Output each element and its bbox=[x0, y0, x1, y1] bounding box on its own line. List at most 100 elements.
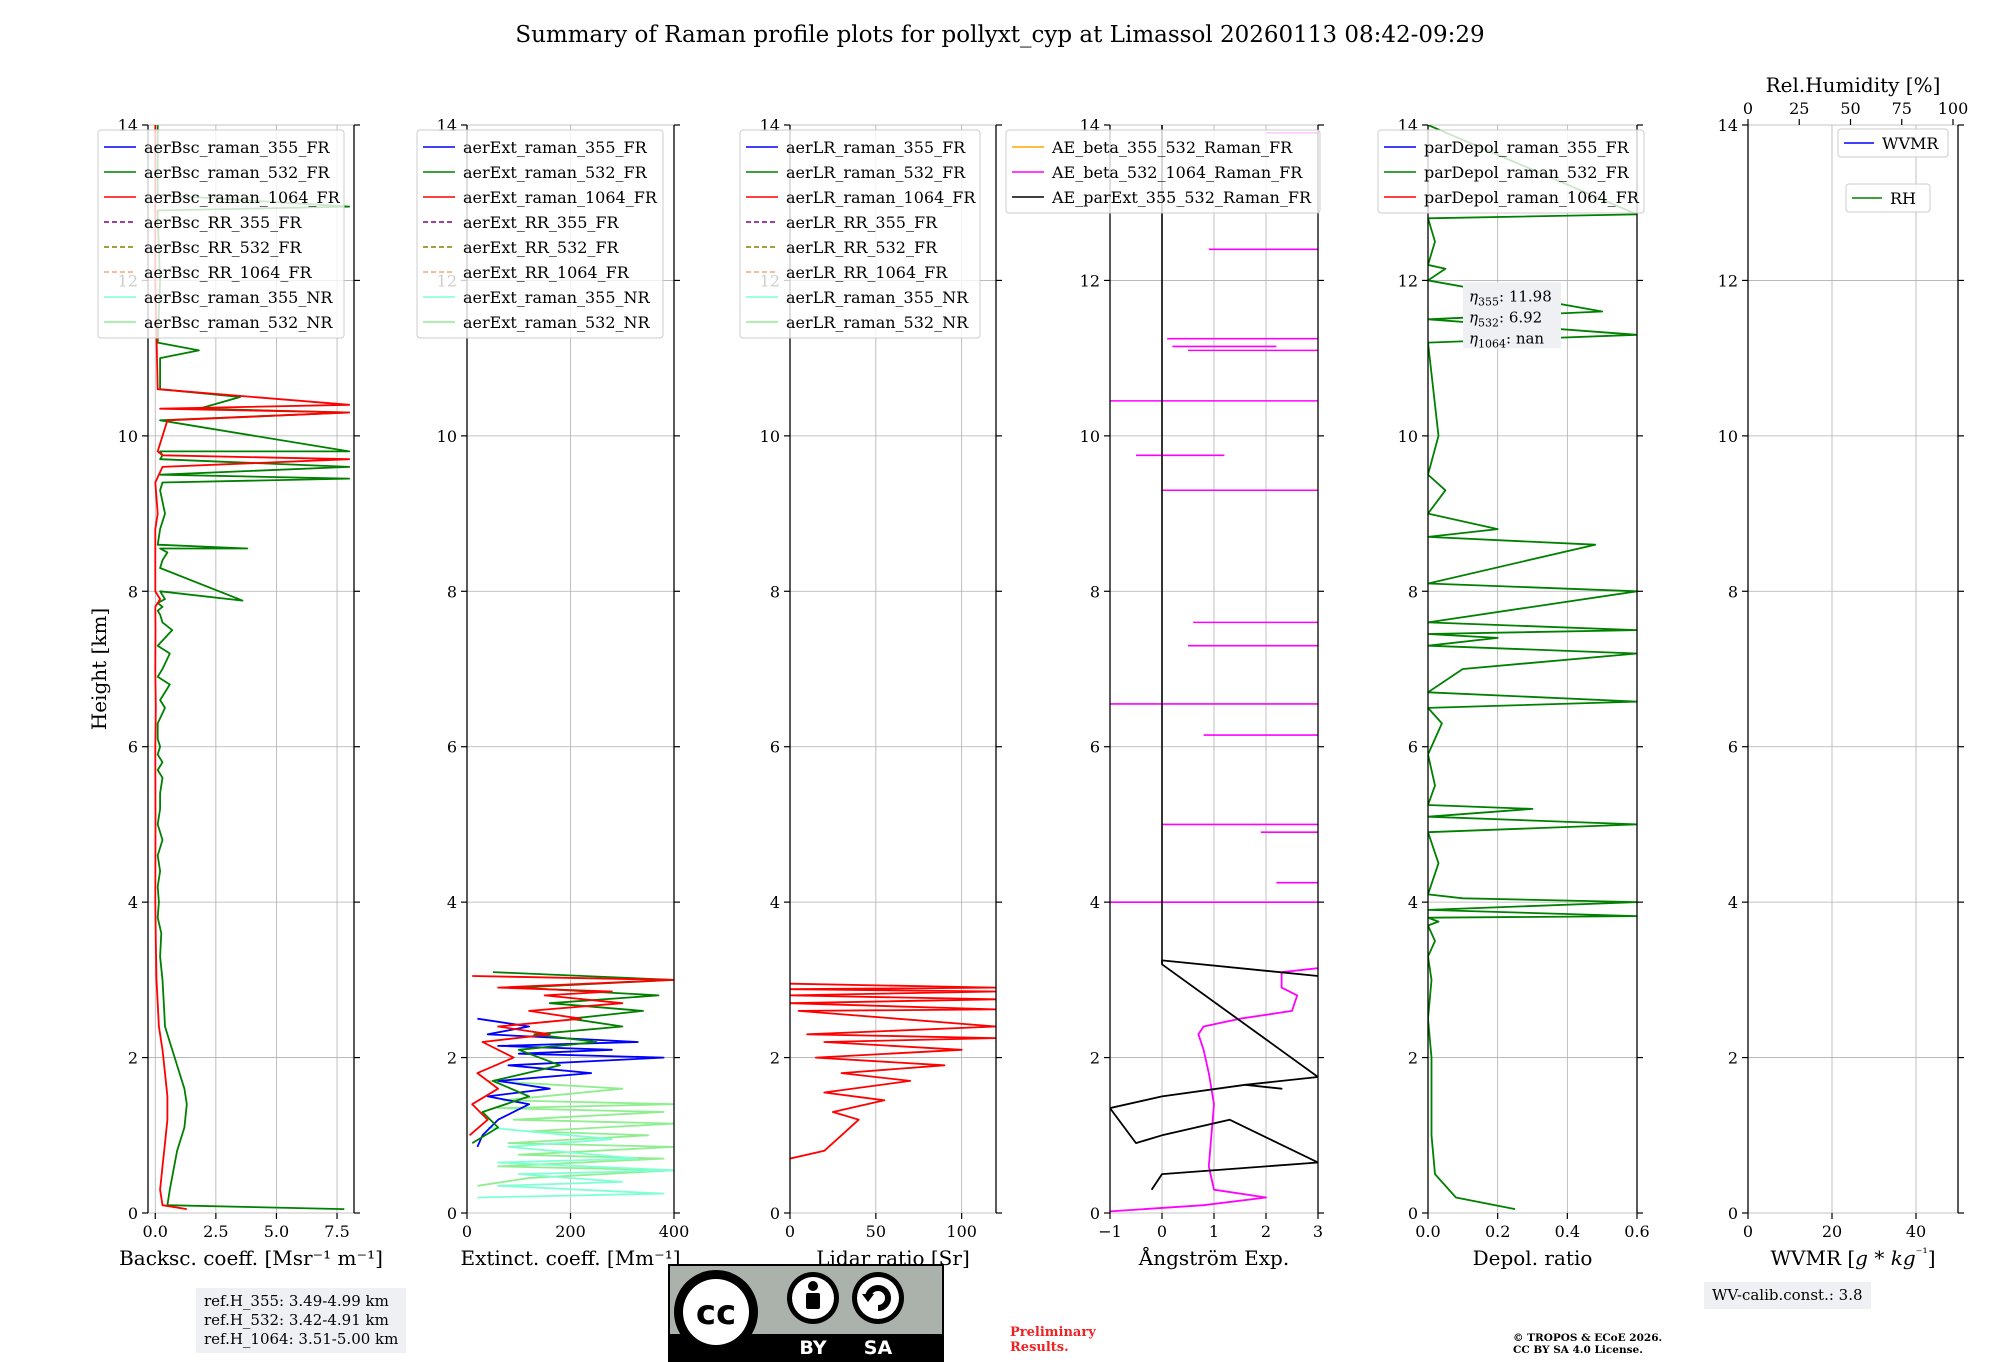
legend-label-bsc: aerBsc_RR_532_FR bbox=[144, 238, 302, 257]
x-tick-label-ae: −1 bbox=[1098, 1222, 1122, 1241]
x-tick-label-ae: 3 bbox=[1313, 1222, 1323, 1241]
y-tick-label-lr: 2 bbox=[770, 1049, 780, 1068]
y-tick-label-ae: 10 bbox=[1080, 427, 1100, 446]
top-tick-label-wv: 100 bbox=[1938, 99, 1969, 118]
legend-label-bsc: aerBsc_raman_355_NR bbox=[144, 288, 333, 307]
y-tick-label-depol: 8 bbox=[1408, 582, 1418, 601]
legend-label-ext: aerExt_raman_532_FR bbox=[463, 163, 648, 182]
top-axis-label-wv: Rel.Humidity [%] bbox=[1766, 73, 1941, 97]
y-tick-label-depol: 4 bbox=[1408, 893, 1418, 912]
figure-title: Summary of Raman profile plots for polly… bbox=[515, 22, 1485, 48]
x-tick-label-bsc: 7.5 bbox=[324, 1222, 349, 1241]
x-tick-label-ext: 200 bbox=[555, 1222, 586, 1241]
y-tick-label-depol: 2 bbox=[1408, 1049, 1418, 1068]
x-tick-label-wv: 20 bbox=[1822, 1222, 1842, 1241]
series-aerExt_raman_532_NR bbox=[477, 1080, 674, 1187]
copyright-note: © TROPOS & ECoE 2026. CC BY SA 4.0 Licen… bbox=[1513, 1332, 1662, 1356]
legend-label-bsc: aerBsc_raman_532_NR bbox=[144, 313, 333, 332]
y-tick-label-ext: 10 bbox=[437, 427, 457, 446]
ref-height-1064: ref.H_1064: 3.51-5.00 km bbox=[204, 1330, 399, 1348]
legend-label-lr: aerLR_RR_1064_FR bbox=[786, 263, 948, 282]
legend-box-ae bbox=[1005, 129, 1321, 214]
top-tick-label-wv: 75 bbox=[1892, 99, 1912, 118]
y-tick-label-ext: 4 bbox=[447, 893, 457, 912]
cc-logo-icon: cc bbox=[674, 1270, 758, 1354]
ref-height-532: ref.H_532: 3.42-4.91 km bbox=[204, 1311, 389, 1329]
attribution-person-icon bbox=[787, 1272, 839, 1324]
copyright-line-1: © TROPOS & ECoE 2026. bbox=[1513, 1332, 1663, 1344]
series-group-lr bbox=[790, 982, 996, 1160]
top-tick-label-wv: 0 bbox=[1743, 99, 1753, 118]
y-tick-label-wv: 14 bbox=[1718, 116, 1738, 135]
y-tick-label-lr: 8 bbox=[770, 582, 780, 601]
y-tick-label-ext: 0 bbox=[447, 1204, 457, 1223]
x-tick-label-ext: 0 bbox=[462, 1222, 472, 1241]
top-tick-label-wv: 25 bbox=[1789, 99, 1809, 118]
series-aerExt_raman_1064_FR bbox=[469, 975, 674, 1136]
x-tick-label-wv: 0 bbox=[1743, 1222, 1753, 1241]
x-tick-label-depol: 0.0 bbox=[1415, 1222, 1440, 1241]
share-alike-icon bbox=[852, 1272, 904, 1324]
x-tick-label-wv: 40 bbox=[1906, 1222, 1926, 1241]
legend-label-bsc: aerBsc_RR_1064_FR bbox=[144, 263, 313, 282]
preliminary-line-1: Preliminary bbox=[1010, 1325, 1096, 1340]
series-group-ae bbox=[1110, 125, 1318, 1213]
legend-box-wv bbox=[1845, 183, 1931, 213]
x-axis-label-depol: Depol. ratio bbox=[1473, 1246, 1593, 1270]
copyright-line-2: CC BY SA 4.0 License. bbox=[1513, 1344, 1643, 1356]
eta-value-532: η532: 6.92 bbox=[1469, 308, 1542, 329]
x-tick-label-ae: 2 bbox=[1261, 1222, 1271, 1241]
y-tick-label-wv: 2 bbox=[1728, 1049, 1738, 1068]
y-tick-label-wv: 10 bbox=[1718, 427, 1738, 446]
series-aerExt_raman_532_FR bbox=[471, 971, 674, 1144]
y-tick-label-depol: 6 bbox=[1408, 738, 1418, 757]
x-tick-label-bsc: 5.0 bbox=[264, 1222, 289, 1241]
x-tick-label-depol: 0.6 bbox=[1624, 1222, 1649, 1241]
x-axis-label-bsc: Backsc. coeff. [Msr⁻¹ m⁻¹] bbox=[119, 1246, 383, 1270]
legend-label-ae: AE_parExt_355_532_Raman_FR bbox=[1051, 188, 1312, 207]
series-AE_parExt_355_532_Raman_FR bbox=[1110, 959, 1318, 1191]
legend-label-ext: aerExt_raman_532_NR bbox=[463, 313, 651, 332]
legend-label-ae: AE_beta_355_532_Raman_FR bbox=[1051, 138, 1293, 157]
legend-label-ext: aerExt_RR_532_FR bbox=[463, 238, 620, 257]
y-tick-label-ae: 6 bbox=[1090, 738, 1100, 757]
x-tick-label-lr: 100 bbox=[946, 1222, 977, 1241]
preliminary-results-note: Preliminary Results. bbox=[1010, 1325, 1096, 1355]
ref-height-355: ref.H_355: 3.49-4.99 km bbox=[204, 1292, 389, 1310]
y-tick-label-bsc: 10 bbox=[118, 427, 138, 446]
series-parDepol_raman_532_FR bbox=[1428, 125, 1637, 1210]
panel-wv: 0 20 40 0 2 4 6 8 10 12 14 WVMR [g * kg⁻¹] 0 25 50 75 10… bbox=[1718, 73, 1969, 1270]
legend-label-depol: parDepol_raman_1064_FR bbox=[1424, 188, 1640, 207]
x-tick-label-lr: 50 bbox=[866, 1222, 886, 1241]
by-text: BY bbox=[799, 1337, 826, 1359]
legend-label-lr: aerLR_RR_532_FR bbox=[786, 238, 938, 257]
series-aerExt_raman_355_FR bbox=[476, 1017, 665, 1148]
legend-label-ext: aerExt_raman_355_FR bbox=[463, 138, 648, 157]
y-tick-label-wv: 8 bbox=[1728, 582, 1738, 601]
y-tick-label-ext: 8 bbox=[447, 582, 457, 601]
eta-value-1064: η1064: nan bbox=[1469, 329, 1544, 350]
y-tick-label-depol: 10 bbox=[1398, 427, 1418, 446]
y-tick-label-depol: 0 bbox=[1408, 1204, 1418, 1223]
y-tick-label-depol: 12 bbox=[1398, 271, 1418, 290]
series-group-ext bbox=[469, 971, 674, 1199]
series-AE_beta_532_1064_Raman_FR bbox=[1110, 967, 1318, 1213]
series-group-bsc bbox=[154, 125, 351, 1210]
reference-heights-box: ref.H_355: 3.49-4.99 km ref.H_532: 3.42-… bbox=[196, 1288, 407, 1353]
cc-by-sa-license-badge: cc BY SA bbox=[668, 1264, 944, 1362]
x-tick-label-bsc: 2.5 bbox=[203, 1222, 228, 1241]
panel-lr: 05010002468101214Lidar ratio [Sr]aerLR_r… bbox=[739, 116, 1002, 1270]
legend-label-ext: aerExt_raman_355_NR bbox=[463, 288, 651, 307]
x-tick-label-ext: 400 bbox=[659, 1222, 690, 1241]
series-group-depol bbox=[1428, 125, 1637, 1210]
x-tick-label-lr: 0 bbox=[785, 1222, 795, 1241]
x-axis-label-ae: Ångström Exp. bbox=[1138, 1245, 1289, 1270]
y-tick-label-ae: 0 bbox=[1090, 1204, 1100, 1223]
eta-value-355: η355: 11.98 bbox=[1469, 287, 1552, 308]
y-tick-label-ext: 6 bbox=[447, 738, 457, 757]
y-tick-label-lr: 0 bbox=[770, 1204, 780, 1223]
y-tick-label-lr: 6 bbox=[770, 738, 780, 757]
legend-label-lr: aerLR_raman_355_NR bbox=[786, 288, 969, 307]
